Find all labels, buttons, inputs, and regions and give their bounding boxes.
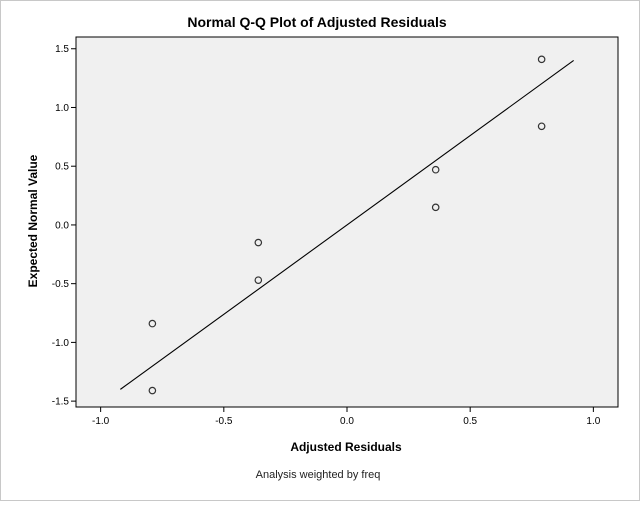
reference-line <box>120 60 574 390</box>
x-tick-label: 0.5 <box>463 416 477 427</box>
x-tick-label: 1.0 <box>586 416 600 427</box>
data-point <box>537 55 546 64</box>
data-point <box>537 122 546 131</box>
x-axis-title: Adjusted Residuals <box>290 440 402 454</box>
data-point <box>254 238 263 247</box>
y-tick-label: 1.5 <box>55 44 69 55</box>
points-layer <box>148 55 546 395</box>
y-tick-label: -0.5 <box>52 279 70 290</box>
y-axis-title: Expected Normal Value <box>26 154 40 287</box>
footnote: Analysis weighted by freq <box>256 469 381 481</box>
data-point <box>431 165 440 174</box>
x-tick-label: 0.0 <box>340 416 354 427</box>
x-axis: -1.0 -0.5 0.0 0.5 1.0 <box>92 407 601 427</box>
y-tick-label: 0.5 <box>55 162 69 173</box>
data-point <box>148 319 157 328</box>
y-tick-label: 0.0 <box>55 220 69 231</box>
y-tick-label: -1.0 <box>52 338 70 349</box>
y-tick-label: 1.0 <box>55 103 69 114</box>
reference-line-layer <box>120 60 574 390</box>
plot-area <box>75 36 619 408</box>
x-tick-label: -1.0 <box>92 416 110 427</box>
x-tick-label: -0.5 <box>215 416 233 427</box>
y-tick-label: -1.5 <box>52 397 70 408</box>
data-point <box>254 276 263 284</box>
y-axis: -1.5 -1.0 -0.5 0.0 0.5 1.0 1.5 <box>52 44 76 408</box>
data-point <box>148 386 157 395</box>
chart-title: Normal Q-Q Plot of Adjusted Residuals <box>187 14 447 30</box>
data-point <box>431 203 440 212</box>
